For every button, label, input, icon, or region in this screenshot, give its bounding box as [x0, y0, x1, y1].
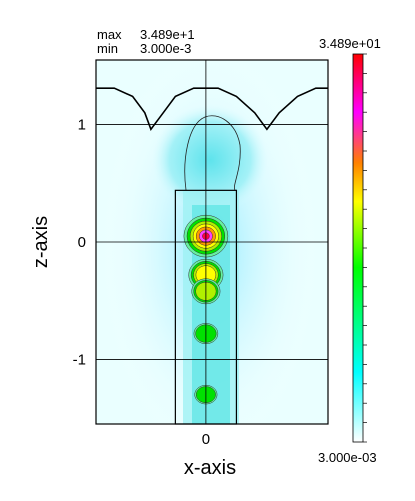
- x-tick-label: 0: [202, 431, 210, 448]
- y-tick-label: -1: [73, 351, 86, 368]
- y-tick-label: 0: [78, 234, 86, 251]
- max-label: max: [97, 27, 122, 42]
- max-value: 3.489e+1: [140, 27, 195, 42]
- hotspot: [183, 214, 229, 258]
- contour-plume: [184, 115, 241, 191]
- min-value: 3.000e-3: [140, 41, 192, 56]
- plot-border: [95, 59, 329, 425]
- colorbar-ticks: [363, 53, 367, 443]
- grid-lines: [96, 60, 328, 424]
- colorbar: [352, 53, 364, 443]
- x-axis-label: x-axis: [184, 457, 236, 479]
- colorbar-min-label: 3.000e-03: [318, 450, 377, 465]
- y-tick-label: 1: [78, 117, 86, 134]
- min-label: min: [97, 41, 118, 56]
- colorbar-max-label: 3.489e+01: [319, 36, 381, 51]
- y-axis-label: z-axis: [30, 216, 52, 268]
- hotspots-layer: [183, 214, 229, 405]
